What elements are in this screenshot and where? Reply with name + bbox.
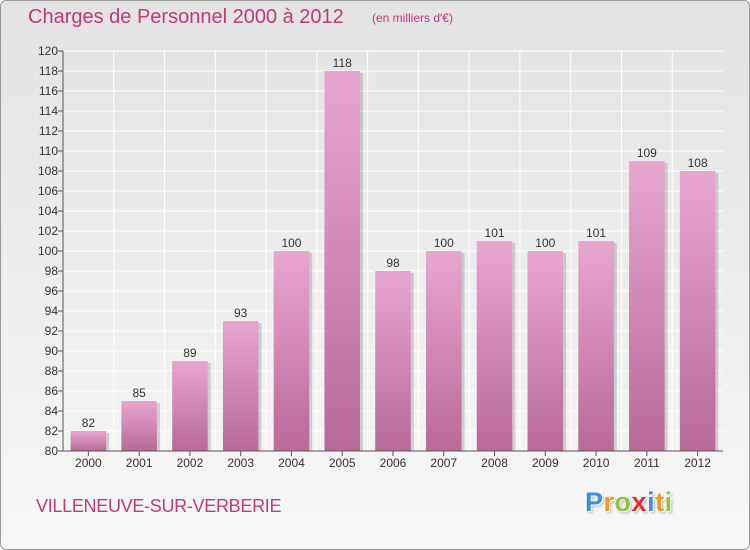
- logo-letter: t: [655, 487, 665, 517]
- y-tick-label: 90: [45, 344, 59, 358]
- y-tick-label: 114: [39, 104, 58, 118]
- bar: [172, 361, 208, 451]
- y-tick-label: 102: [38, 224, 58, 238]
- data-label: 93: [234, 306, 248, 320]
- x-tick-label: 2003: [227, 456, 254, 470]
- y-tick-label: 100: [38, 244, 58, 258]
- city-name: VILLENEUVE-SUR-VERBERIE: [36, 496, 282, 516]
- bar: [426, 251, 462, 451]
- x-tick-label: 2000: [75, 456, 102, 470]
- bar: [375, 271, 411, 451]
- chart-title: Charges de Personnel 2000 à 2012: [28, 6, 344, 28]
- logo-letter: r: [603, 487, 615, 517]
- data-label: 85: [132, 386, 146, 400]
- x-tick-label: 2006: [380, 456, 407, 470]
- y-tick-label: 110: [39, 144, 58, 158]
- x-tick-label: 2001: [126, 456, 153, 470]
- y-tick-label: 98: [45, 264, 59, 278]
- chart-unit: (en milliers d'€): [372, 11, 453, 25]
- x-tick-label: 2008: [481, 456, 508, 470]
- data-label: 118: [333, 56, 352, 70]
- bar: [476, 241, 513, 451]
- logo-letter: i: [664, 487, 673, 517]
- data-label: 100: [281, 236, 301, 250]
- y-tick-label: 106: [38, 184, 58, 198]
- logo-letter: o: [614, 487, 632, 517]
- y-tick-label: 86: [45, 384, 59, 398]
- data-label: 109: [637, 146, 657, 160]
- bar: [527, 251, 564, 451]
- bar: [578, 241, 614, 451]
- bar: [273, 251, 310, 451]
- y-tick-label: 104: [38, 204, 58, 218]
- y-tick-label: 94: [45, 304, 59, 318]
- data-label: 89: [183, 346, 197, 360]
- x-tick-label: 2010: [583, 456, 610, 470]
- bar: [629, 161, 665, 451]
- x-tick-label: 2009: [532, 456, 559, 470]
- logo-letter: i: [647, 487, 656, 517]
- bar: [324, 71, 360, 451]
- y-tick-label: 120: [38, 44, 58, 58]
- proxiti-logo: Proxiti: [585, 487, 673, 518]
- x-tick-label: 2004: [278, 456, 305, 470]
- y-tick-label: 92: [45, 324, 59, 338]
- logo-letter: P: [585, 487, 604, 517]
- y-tick-label: 108: [38, 164, 58, 178]
- y-tick-label: 88: [45, 364, 59, 378]
- x-tick-label: 2007: [430, 456, 457, 470]
- data-label: 100: [434, 236, 454, 250]
- bar: [121, 401, 157, 451]
- x-tick-label: 2011: [634, 456, 660, 470]
- y-tick-label: 84: [45, 404, 59, 418]
- data-label: 82: [82, 416, 96, 430]
- bar: [70, 431, 107, 451]
- bar: [222, 321, 259, 451]
- data-label: 101: [485, 226, 505, 240]
- y-tick-label: 82: [45, 424, 59, 438]
- x-tick-label: 2012: [684, 456, 711, 470]
- y-tick-label: 80: [45, 444, 59, 458]
- data-label: 108: [688, 156, 708, 170]
- bar: [679, 171, 716, 451]
- y-tick-label: 112: [39, 124, 58, 138]
- y-tick-label: 116: [39, 84, 58, 98]
- x-tick-label: 2002: [177, 456, 204, 470]
- logo-letter: x: [631, 487, 648, 517]
- x-tick-label: 2005: [329, 456, 356, 470]
- data-label: 101: [586, 226, 606, 240]
- data-label: 98: [386, 256, 400, 270]
- y-tick-label: 96: [45, 284, 59, 298]
- data-label: 100: [535, 236, 555, 250]
- y-tick-label: 118: [39, 64, 58, 78]
